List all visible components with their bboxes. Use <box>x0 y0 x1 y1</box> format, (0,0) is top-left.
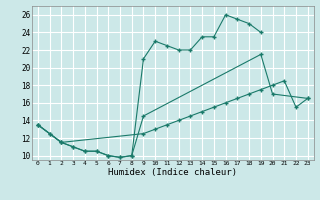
X-axis label: Humidex (Indice chaleur): Humidex (Indice chaleur) <box>108 168 237 177</box>
